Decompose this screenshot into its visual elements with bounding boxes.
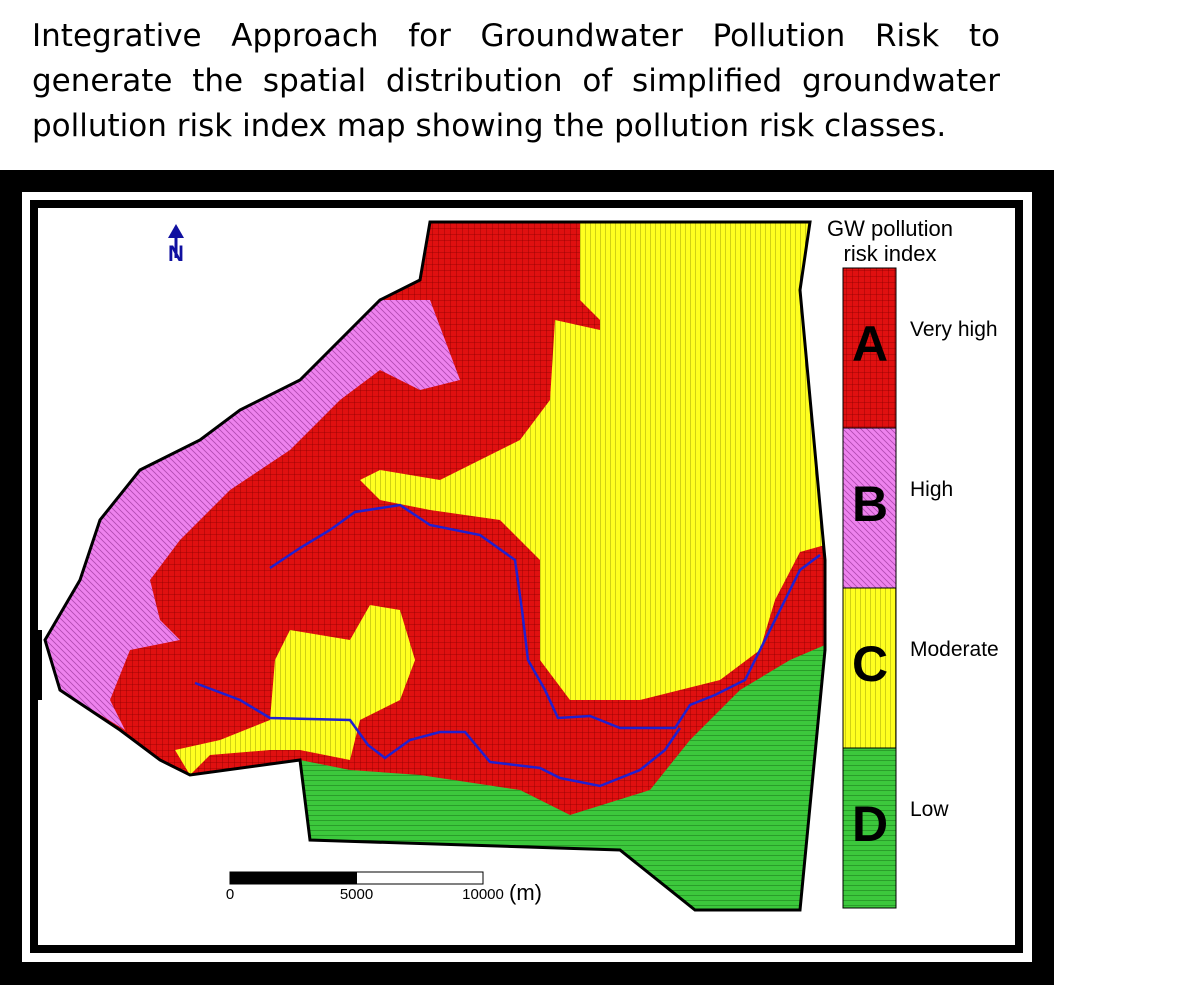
region-moderate xyxy=(175,605,415,775)
legend-label: High xyxy=(910,478,953,501)
legend-title: GW pollution xyxy=(827,216,953,241)
scale-label: 10000 xyxy=(462,886,504,903)
legend-letter: C xyxy=(852,636,888,692)
legend-swatch xyxy=(842,267,897,429)
north-label: N xyxy=(168,241,184,266)
legend-label: Very high xyxy=(910,318,998,341)
legend-swatch xyxy=(842,747,897,909)
river xyxy=(194,681,682,788)
region-high xyxy=(45,300,460,730)
legend-letter: B xyxy=(852,476,888,532)
figure-caption: Integrative Approach for Groundwater Pol… xyxy=(32,18,1000,144)
scale-unit: (m) xyxy=(509,880,542,905)
scale-label: 5000 xyxy=(340,886,373,903)
north-arrow xyxy=(168,224,184,238)
legend-label: Low xyxy=(910,798,949,821)
scale-label: 0 xyxy=(226,886,234,903)
legend-label: Moderate xyxy=(910,638,999,661)
legend-swatch xyxy=(842,427,897,589)
legend-letter: A xyxy=(852,316,888,372)
legend-title: risk index xyxy=(844,241,937,266)
river xyxy=(269,503,821,730)
legend-letter: D xyxy=(852,796,888,852)
map-outline xyxy=(43,220,827,912)
legend-swatch xyxy=(842,587,897,749)
scale-segment xyxy=(356,871,484,885)
region-moderate xyxy=(360,222,825,700)
scale-segment xyxy=(229,871,357,885)
